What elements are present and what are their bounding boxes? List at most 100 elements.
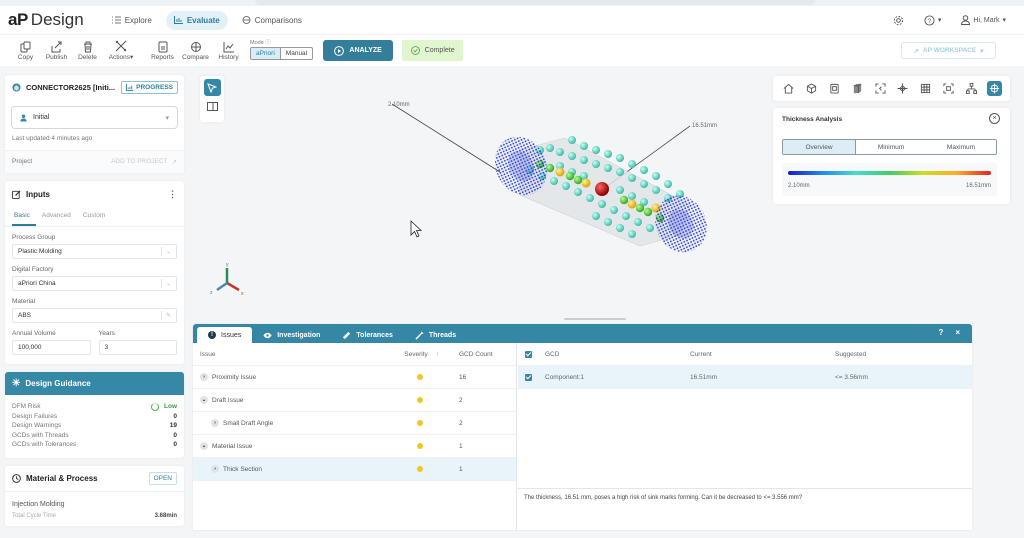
pencil-icon[interactable]: ✎ [160, 311, 171, 320]
nav-explore[interactable]: Explore [104, 11, 160, 30]
rotate-view-button[interactable] [895, 81, 910, 96]
table-row[interactable]: ⌄ Material Issue 1 [193, 435, 516, 458]
history-button[interactable]: History [213, 41, 244, 61]
scenario-title: CONNECTOR2625 [Initi... [26, 83, 116, 92]
tab-issues[interactable]: ! Issues [197, 327, 253, 343]
3d-viewport[interactable]: 2.10mm 16.51mm y x z [192, 66, 972, 323]
help-button[interactable]: ? ▾ [924, 14, 941, 26]
process-name: Injection Molding [5, 490, 184, 513]
chart-icon [126, 84, 134, 91]
years-input[interactable]: 3 [98, 340, 177, 355]
tool-label: Actions▾ [108, 54, 134, 61]
table-row[interactable]: › Proximity Issue 16 [193, 366, 516, 389]
actions-menu[interactable]: Actions▾ [103, 40, 139, 61]
column-gcd-count[interactable]: GCD Count [459, 350, 493, 358]
fit-view-button[interactable] [873, 81, 888, 96]
column-severity[interactable]: Severity ↑ [404, 350, 439, 358]
inputs-tabs: Basic Advanced Custom [5, 208, 184, 227]
thickness-analysis-button[interactable] [986, 81, 1002, 96]
analyze-button[interactable]: ANALYZE [323, 40, 394, 61]
delete-button[interactable]: Delete [72, 41, 103, 61]
nav-evaluate[interactable]: Evaluate [165, 10, 228, 30]
progress-button[interactable]: PROGRESS [121, 81, 178, 94]
workspace-button[interactable]: ↗ AP WORKSPACE ▾ [901, 42, 996, 59]
gcd-header-row: GCD Current Suggested [518, 343, 972, 366]
tab-label: Investigation [277, 331, 321, 339]
eye-icon [263, 332, 272, 338]
table-row[interactable]: Component:1 16.51mm <= 3.56mm [518, 366, 972, 389]
issue-name: Proximity Issue [212, 373, 257, 381]
tab-tolerances[interactable]: Tolerances [331, 327, 403, 343]
digital-factory-select[interactable]: aPriori China ⌄ [12, 276, 177, 291]
table-row[interactable]: › Small Draft Angle 2 [193, 412, 516, 435]
issue-name: Draft Issue [212, 396, 244, 404]
mode-apriori[interactable]: aPriori [251, 47, 281, 59]
select-tool-button[interactable] [203, 79, 221, 96]
tab-advanced[interactable]: Advanced [41, 212, 71, 219]
annual-volume-input[interactable]: 100,000 [12, 340, 91, 355]
years-label: Years [98, 330, 115, 337]
thickness-title: Thickness Analysis [782, 116, 843, 123]
panel-resize-handle[interactable] [564, 318, 626, 320]
hierarchy-button[interactable] [964, 81, 979, 96]
solid-view-button[interactable] [850, 81, 865, 96]
publish-button[interactable]: Publish [41, 41, 72, 61]
tab-basic[interactable]: Basic [12, 208, 36, 226]
app-logo[interactable]: aP Design [8, 10, 84, 30]
tab-custom[interactable]: Custom [82, 212, 106, 219]
home-view-button[interactable] [781, 81, 796, 96]
guidance-row: Design Failures 0 [12, 412, 177, 422]
table-row-selected[interactable]: › Thick Section 1 [193, 458, 516, 481]
action-toolbar: Copy Publish Delete Actions▾ Reports Com… [0, 34, 1024, 66]
close-icon[interactable]: × [955, 328, 960, 337]
process-group-value: Plastic Molding [18, 248, 62, 255]
tab-investigation[interactable]: Investigation [252, 327, 331, 343]
tab-overview[interactable]: Overview [783, 140, 856, 154]
chevron-down-icon[interactable]: ⌄ [200, 396, 208, 404]
issues-table: Issue Severity ↑ GCD Count › Proximity Iss… [193, 343, 517, 530]
thickness-icon [989, 83, 1000, 94]
tab-threads[interactable]: Threads [404, 327, 467, 343]
material-field[interactable]: ABS ✎ [12, 308, 177, 323]
settings-button[interactable] [893, 15, 904, 26]
reports-button[interactable]: Reports [147, 41, 178, 61]
chevron-right-icon[interactable]: › [200, 373, 208, 381]
column-current[interactable]: Current [690, 350, 712, 358]
column-suggested[interactable]: Suggested [835, 350, 867, 358]
thickness-max: 16.51mm [965, 183, 991, 189]
scenario-dropdown[interactable]: Initial ▾ [11, 106, 178, 129]
close-icon[interactable]: × [989, 113, 1000, 124]
row-checkbox[interactable] [525, 373, 532, 381]
help-icon: ? [924, 14, 935, 26]
design-guidance-header[interactable]: ✳ Design Guidance [5, 372, 184, 395]
chevron-down-icon[interactable]: ⌄ [200, 442, 208, 450]
split-view-button[interactable] [206, 102, 218, 113]
compare-button[interactable]: Compare [178, 41, 213, 61]
column-issue[interactable]: Issue [200, 350, 216, 358]
tab-label: Issues [221, 331, 242, 339]
tab-maximum[interactable]: Maximum [946, 143, 976, 151]
pointer-icon [207, 82, 217, 93]
process-group-select[interactable]: Plastic Molding ⌄ [12, 244, 177, 259]
nav-comparisons[interactable]: Comparisons [234, 11, 310, 30]
cube-view-button[interactable] [804, 81, 819, 96]
section-view-button[interactable] [918, 81, 933, 96]
chevron-right-icon[interactable]: › [211, 419, 219, 427]
zoom-box-button[interactable] [941, 81, 956, 96]
column-gcd[interactable]: GCD [545, 350, 560, 358]
user-menu[interactable]: Hi, Mark ▾ [961, 15, 1006, 25]
open-button[interactable]: OPEN [148, 471, 177, 485]
tab-minimum[interactable]: Minimum [877, 143, 905, 151]
more-options-icon[interactable]: ⋮ [168, 189, 177, 199]
select-all-checkbox[interactable] [525, 350, 532, 358]
dimension-min-label: 2.10mm [388, 102, 410, 108]
chevron-right-icon[interactable]: › [211, 465, 219, 473]
help-icon[interactable]: ? [938, 328, 944, 337]
clipboard-button[interactable] [827, 81, 842, 96]
add-to-project-button[interactable]: ADD TO PROJECT ↗ [111, 158, 177, 166]
dfm-risk-value: Low [151, 402, 177, 412]
copy-button[interactable]: Copy [10, 41, 41, 61]
chevron-down-icon: ▾ [165, 114, 169, 122]
mode-manual[interactable]: Manual [285, 49, 308, 57]
table-row[interactable]: ⌄ Draft Issue 2 [193, 389, 516, 412]
